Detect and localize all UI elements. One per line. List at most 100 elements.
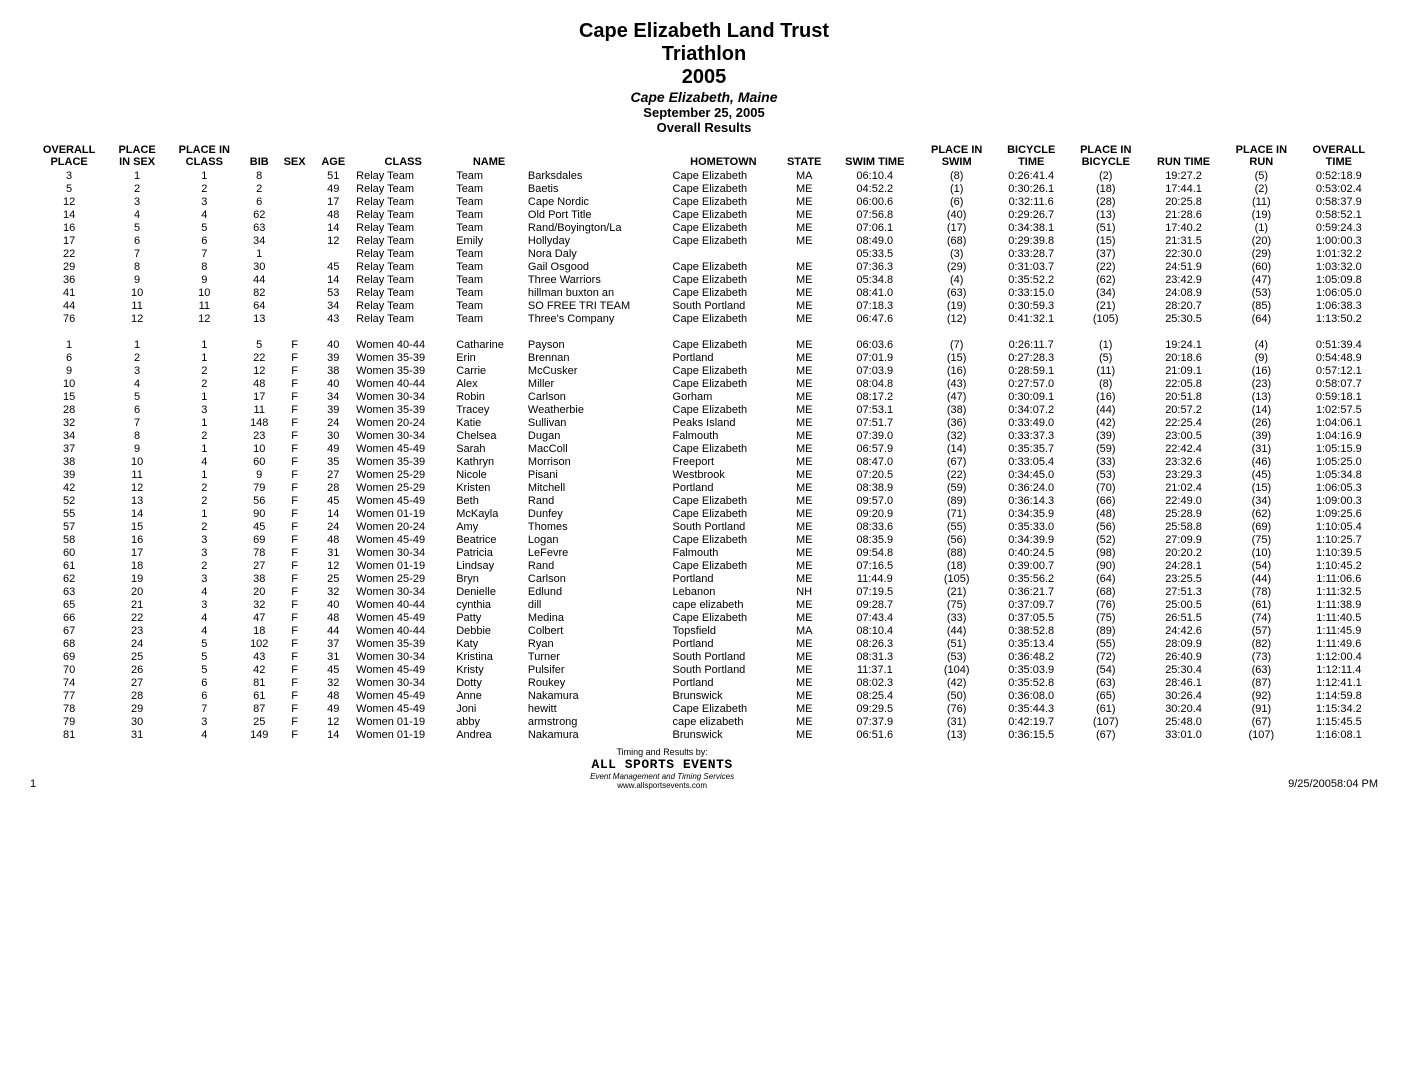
cell: 4 bbox=[166, 624, 243, 637]
cell: (33) bbox=[918, 611, 995, 624]
cell: South Portland bbox=[670, 650, 778, 663]
cell: 57 bbox=[30, 520, 108, 533]
cell: 1:11:49.6 bbox=[1300, 637, 1378, 650]
cell: (47) bbox=[918, 390, 995, 403]
cell: 20:51.8 bbox=[1144, 390, 1223, 403]
cell: ME bbox=[777, 702, 831, 715]
cell: (88) bbox=[918, 546, 995, 559]
cell: Cape Elizabeth bbox=[670, 364, 778, 377]
cell: 11:37.1 bbox=[831, 663, 918, 676]
cell: 09:54.8 bbox=[831, 546, 918, 559]
cell: 78 bbox=[243, 546, 276, 559]
cell: ME bbox=[777, 520, 831, 533]
cell: 0:32:11.6 bbox=[995, 195, 1068, 208]
cell: 0:36:24.0 bbox=[995, 481, 1068, 494]
table-row: 6925543F31Women 30-34KristinaTurnerSouth… bbox=[30, 650, 1378, 663]
table-row: 29883045Relay TeamTeamGail OsgoodCape El… bbox=[30, 260, 1378, 273]
cell: 69 bbox=[243, 533, 276, 546]
cell: 34 bbox=[313, 390, 353, 403]
cell: ME bbox=[777, 442, 831, 455]
cell: Relay Team bbox=[353, 247, 453, 260]
cell: 09:29.5 bbox=[831, 702, 918, 715]
cell: Cape Elizabeth bbox=[670, 702, 778, 715]
cell: 21 bbox=[108, 598, 166, 611]
column-header: BICYCLETIME bbox=[995, 143, 1068, 169]
table-row: 7612121343Relay TeamTeamThree's CompanyC… bbox=[30, 312, 1378, 325]
cell: 30:26.4 bbox=[1144, 689, 1223, 702]
cell: Women 40-44 bbox=[353, 338, 453, 351]
cell: 9 bbox=[30, 364, 108, 377]
cell: Thomes bbox=[525, 520, 670, 533]
cell: Nakamura bbox=[525, 689, 670, 702]
cell: 0:29:39.8 bbox=[995, 234, 1068, 247]
cell: Emily bbox=[453, 234, 525, 247]
cell: 27:09.9 bbox=[1144, 533, 1223, 546]
cell: Sarah bbox=[453, 442, 525, 455]
cell: 07:43.4 bbox=[831, 611, 918, 624]
cell: F bbox=[276, 559, 313, 572]
cell: 4 bbox=[108, 377, 166, 390]
cell: ME bbox=[777, 663, 831, 676]
cell: 1 bbox=[166, 338, 243, 351]
cell: 1:05:34.8 bbox=[1300, 468, 1378, 481]
cell: 08:38.9 bbox=[831, 481, 918, 494]
cell: ME bbox=[777, 507, 831, 520]
cell: Ryan bbox=[525, 637, 670, 650]
table-row bbox=[30, 325, 1378, 338]
cell: Cape Elizabeth bbox=[670, 611, 778, 624]
cell: Barksdales bbox=[525, 169, 670, 182]
cell: Payson bbox=[525, 338, 670, 351]
column-header: RUN TIME bbox=[1144, 143, 1223, 169]
cell: 0:29:26.7 bbox=[995, 208, 1068, 221]
cell: 39 bbox=[313, 351, 353, 364]
cell: Women 25-29 bbox=[353, 468, 453, 481]
cell: 31 bbox=[313, 650, 353, 663]
cell: 61 bbox=[30, 559, 108, 572]
cell: Relay Team bbox=[353, 195, 453, 208]
cell: Gorham bbox=[670, 390, 778, 403]
cell: Women 45-49 bbox=[353, 663, 453, 676]
cell: 3 bbox=[166, 572, 243, 585]
cell: (31) bbox=[918, 715, 995, 728]
cell: (14) bbox=[1223, 403, 1300, 416]
cell: (56) bbox=[918, 533, 995, 546]
cell: 22:30.0 bbox=[1144, 247, 1223, 260]
cell: 5 bbox=[166, 663, 243, 676]
cell: (9) bbox=[1223, 351, 1300, 364]
cell: (39) bbox=[1067, 429, 1144, 442]
cell: 24:08.9 bbox=[1144, 286, 1223, 299]
column-header: STATE bbox=[777, 143, 831, 169]
cell: (63) bbox=[1067, 676, 1144, 689]
table-row: 6521332F40Women 40-44cynthiadillcape eli… bbox=[30, 598, 1378, 611]
cell: 11 bbox=[243, 403, 276, 416]
cell: 1 bbox=[166, 507, 243, 520]
cell: Women 30-34 bbox=[353, 650, 453, 663]
cell: 1 bbox=[166, 468, 243, 481]
cell: (89) bbox=[1067, 624, 1144, 637]
cell: (75) bbox=[1067, 611, 1144, 624]
cell: 22 bbox=[243, 351, 276, 364]
cell: 0:53:02.4 bbox=[1300, 182, 1378, 195]
cell: Women 01-19 bbox=[353, 559, 453, 572]
cell: Cape Elizabeth bbox=[670, 494, 778, 507]
cell: 40 bbox=[313, 338, 353, 351]
cell: (15) bbox=[1223, 481, 1300, 494]
cell: 1:11:06.6 bbox=[1300, 572, 1378, 585]
cell bbox=[276, 247, 313, 260]
cell: ME bbox=[777, 637, 831, 650]
cell: Three Warriors bbox=[525, 273, 670, 286]
cell: 47 bbox=[243, 611, 276, 624]
cell: Medina bbox=[525, 611, 670, 624]
cell: Women 01-19 bbox=[353, 728, 453, 741]
cell: ME bbox=[777, 429, 831, 442]
cell: (107) bbox=[1067, 715, 1144, 728]
cell bbox=[276, 299, 313, 312]
cell: 24:42.6 bbox=[1144, 624, 1223, 637]
cell: dill bbox=[525, 598, 670, 611]
cell: 15 bbox=[30, 390, 108, 403]
cell: 49 bbox=[313, 442, 353, 455]
cell: 20:20.2 bbox=[1144, 546, 1223, 559]
cell: (28) bbox=[1067, 195, 1144, 208]
cell: Carrie bbox=[453, 364, 525, 377]
cell: 1:15:45.5 bbox=[1300, 715, 1378, 728]
